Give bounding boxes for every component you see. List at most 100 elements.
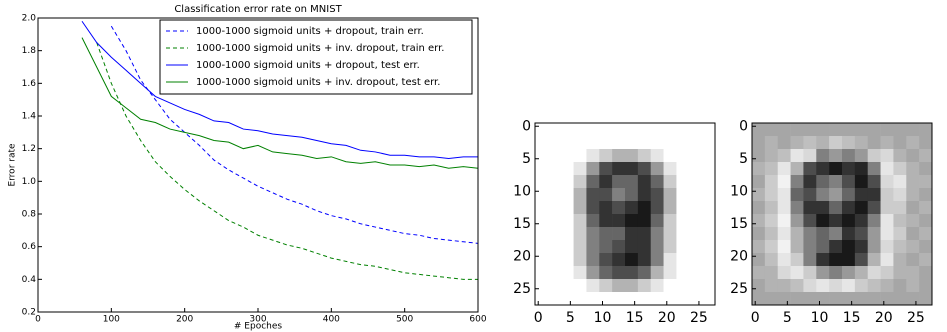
heatmap-cell: [752, 136, 765, 149]
heatmap-cell: [612, 188, 625, 201]
heatmap-cell: [664, 149, 677, 162]
heatmap-cell: [803, 149, 816, 162]
y-tick-label: 0.8: [22, 210, 37, 220]
heatmap-cell: [868, 162, 881, 175]
heatmap-cell: [612, 292, 625, 305]
heatmap-cell: [586, 253, 599, 266]
heatmap-cell: [676, 201, 689, 214]
heatmap-cell: [535, 136, 548, 149]
heatmap-cell: [561, 188, 574, 201]
y-tick-label: 1.4: [22, 112, 37, 122]
heatmap-cell: [702, 266, 715, 279]
heatmap-cell: [906, 214, 919, 227]
heatmap-cell: [625, 253, 638, 266]
heatmap-cell: [612, 253, 625, 266]
heatmap-cell: [574, 201, 587, 214]
x-tick-label: 25: [907, 310, 925, 326]
y-tick-label: 1.8: [22, 46, 37, 56]
heatmap-cell: [906, 162, 919, 175]
heatmap-cell: [651, 188, 664, 201]
heatmap-cell: [638, 188, 651, 201]
heatmap-cell: [586, 240, 599, 253]
heatmap-cell: [881, 149, 894, 162]
heatmap-cell: [664, 240, 677, 253]
heatmap-cell: [765, 175, 778, 188]
heatmap-cell: [702, 253, 715, 266]
heatmap-cell: [752, 227, 765, 240]
x-tick-label: 100: [103, 315, 120, 325]
heatmap-cell: [778, 136, 791, 149]
heatmap-cell: [906, 253, 919, 266]
heatmap-cell: [702, 123, 715, 136]
heatmap-cell: [919, 214, 932, 227]
heatmap-cell: [599, 188, 612, 201]
x-tick-label: 10: [594, 310, 612, 326]
heatmap-cell: [893, 227, 906, 240]
heatmap-cell: [803, 227, 816, 240]
heatmap-cell: [574, 175, 587, 188]
heatmap-cell: [791, 253, 804, 266]
x-tick-label: 200: [176, 315, 193, 325]
heatmap-cell: [689, 214, 702, 227]
heatmap-cell: [829, 201, 842, 214]
heatmap-cell: [855, 188, 868, 201]
heatmap-cell: [791, 227, 804, 240]
heatmap-cell: [625, 266, 638, 279]
heatmap-cell: [625, 240, 638, 253]
heatmap-cell: [548, 266, 561, 279]
heatmap-cell: [638, 240, 651, 253]
heatmap-cell: [625, 123, 638, 136]
heatmap-cell: [535, 240, 548, 253]
heatmap-cell: [599, 292, 612, 305]
heatmap-cell: [842, 279, 855, 292]
heatmap-cell: [778, 149, 791, 162]
legend-label: 1000-1000 sigmoid units + inv. dropout, …: [196, 43, 444, 54]
heatmap-cell: [689, 188, 702, 201]
heatmap-cell: [791, 201, 804, 214]
y-tick-label: 20: [513, 248, 531, 264]
heatmap-cell: [893, 123, 906, 136]
heatmap-cell: [535, 279, 548, 292]
heatmap-cell: [664, 279, 677, 292]
heatmap-cell: [906, 201, 919, 214]
x-tick-label: 5: [566, 310, 575, 326]
heatmap-cell: [548, 240, 561, 253]
heatmap-cell: [791, 149, 804, 162]
heatmap-cell: [803, 201, 816, 214]
heatmap-cell: [881, 227, 894, 240]
heatmap-cell: [855, 162, 868, 175]
heatmap-cell: [548, 214, 561, 227]
heatmap-cell: [664, 214, 677, 227]
heatmap-cell: [574, 279, 587, 292]
heatmap-cell: [689, 175, 702, 188]
heatmap-cell: [829, 175, 842, 188]
heatmap-cell: [651, 214, 664, 227]
heatmap-cell: [702, 292, 715, 305]
heatmap-cell: [651, 123, 664, 136]
heatmap-cell: [881, 253, 894, 266]
heatmap-cell: [855, 175, 868, 188]
heatmap-cell: [676, 214, 689, 227]
heatmap-cell: [664, 136, 677, 149]
heatmap-cell: [893, 266, 906, 279]
heatmap-cell: [829, 292, 842, 305]
heatmap-cell: [881, 240, 894, 253]
heatmap-cell: [765, 162, 778, 175]
heatmap-cell: [816, 214, 829, 227]
figure: Classification error rate on MNIST# Epoc…: [0, 0, 947, 332]
heatmap-cell: [548, 136, 561, 149]
heatmap-cell: [803, 136, 816, 149]
heatmap-cell: [906, 240, 919, 253]
heatmap-cell: [664, 162, 677, 175]
heatmap-cell: [689, 240, 702, 253]
heatmap-cell: [855, 214, 868, 227]
heatmap-cell: [676, 292, 689, 305]
heatmap-cell: [919, 253, 932, 266]
legend-label: 1000-1000 sigmoid units + dropout, train…: [196, 26, 424, 37]
heatmap-cell: [702, 240, 715, 253]
heatmap-cell: [664, 201, 677, 214]
heatmap-cell: [612, 162, 625, 175]
heatmap-cell: [625, 279, 638, 292]
heatmap-cell: [664, 253, 677, 266]
heatmap-cell: [561, 162, 574, 175]
